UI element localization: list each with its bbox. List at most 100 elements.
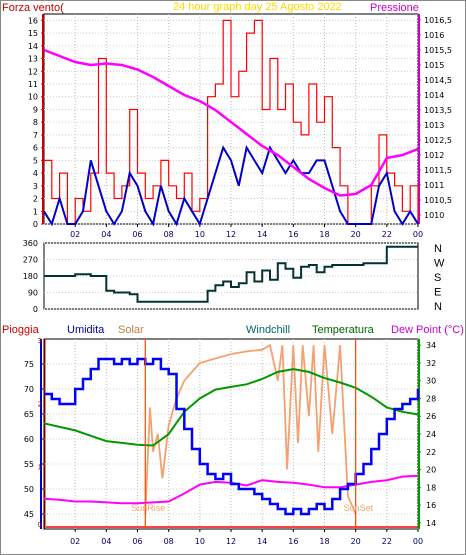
- temp-humidity-chart: Pioggia Umidita Solar Windchill Temperat…: [2, 324, 464, 546]
- top-x-tick-label: 06: [132, 230, 142, 239]
- top-right-label: Pressione: [370, 2, 419, 14]
- top-left-tick-label: 12: [28, 67, 38, 76]
- bot-right-tick-label: 16: [426, 501, 436, 510]
- top-left-tick-label: 0: [33, 220, 38, 229]
- bot-right-tick-label: 34: [426, 341, 436, 350]
- top-right-tick-label: 1012,5: [424, 136, 452, 145]
- top-x-tick-label: 12: [226, 230, 236, 239]
- top-x-tick-label: 04: [101, 230, 111, 239]
- top-right-tick-label: 1015,5: [424, 46, 452, 55]
- rain-tick-label: 3: [38, 337, 42, 345]
- dir-tick-label: 360: [23, 239, 38, 248]
- top-x-tick-label: 16: [288, 230, 298, 239]
- bot-right-tick-label: 32: [426, 359, 436, 368]
- bot-x-tick-label: 18: [319, 537, 329, 546]
- top-left-tick-label: 11: [28, 80, 38, 89]
- bot-x-tick-label: 14: [257, 537, 267, 546]
- bot-right-tick-label: 28: [426, 394, 436, 403]
- bot-right-tick-label: 20: [426, 466, 436, 475]
- top-right-tick-label: 1013,5: [424, 106, 452, 115]
- bot-left-tick-label: 65: [24, 410, 34, 419]
- pressure-line: [43, 48, 419, 197]
- dir-compass-label: W: [434, 258, 445, 270]
- label-temperatura: Temperatura: [312, 324, 375, 336]
- top-left-tick-label: 13: [28, 55, 38, 64]
- top-left-tick-label: 16: [28, 16, 38, 25]
- label-umidita: Umidita: [67, 324, 105, 336]
- top-left-tick-label: 7: [33, 131, 38, 140]
- top-x-axis: 02 04 06 08 10 12 14 16 18 20 22 00: [70, 224, 423, 239]
- top-series: [43, 19, 419, 227]
- bot-right-tick-label: 24: [426, 430, 436, 439]
- bot-right-tick-label: 18: [426, 483, 436, 492]
- bot-x-tick-label: 16: [288, 537, 298, 546]
- dir-tick-label: 90: [28, 289, 38, 298]
- bot-grid: [44, 339, 419, 529]
- dir-series: [44, 245, 418, 303]
- dir-tick-label: 0: [33, 305, 38, 314]
- bot-plot-area: [43, 338, 419, 530]
- top-x-tick-label: 00: [413, 230, 423, 239]
- top-right-tick-label: 1016: [424, 31, 444, 40]
- bot-x-tick-label: 06: [132, 537, 142, 546]
- sun-marker-label: SunRise: [131, 503, 165, 513]
- top-x-tick-label: 02: [70, 230, 80, 239]
- humidity-line: [44, 357, 420, 516]
- top-right-axis: 1010 1010,5 1011 1011,5 1012 1012,5 1013 1013,5…: [418, 14, 452, 224]
- top-right-tick-label: 1014: [424, 91, 444, 100]
- top-right-tick-label: 1016,5: [424, 16, 452, 25]
- dir-compass-label: S: [434, 272, 441, 284]
- dir-left-axis: 360 270 180 90 0: [23, 239, 38, 314]
- top-x-tick-label: 10: [195, 230, 205, 239]
- bot-left-tick-label: 70: [24, 385, 34, 394]
- bot-x-tick-label: 10: [195, 537, 205, 546]
- top-title: 24 hour graph day 25 Agosto 2022: [173, 1, 342, 13]
- top-left-tick-label: 6: [33, 144, 38, 153]
- solar-line: [144, 343, 357, 515]
- top-left-tick-label: 9: [33, 105, 38, 114]
- bot-left-tick-label: 55: [24, 460, 34, 469]
- label-windchill: Windchill: [246, 324, 290, 336]
- dir-compass-label: N: [434, 243, 442, 255]
- top-x-tick-label: 20: [351, 230, 361, 239]
- wind-direction-line: [44, 245, 418, 303]
- label-pioggia: Pioggia: [2, 324, 40, 336]
- top-left-tick-label: 5: [33, 156, 38, 165]
- bot-left-tick-label: 75: [24, 360, 34, 369]
- top-x-tick-label: 14: [257, 230, 267, 239]
- bot-x-tick-label: 22: [382, 537, 392, 546]
- bot-x-axis: 02 04 06 08 10 12 14 16 18 20 22 00: [70, 529, 423, 546]
- bot-annotations: SunRise SunSet: [131, 339, 374, 529]
- top-x-tick-label: 08: [164, 230, 174, 239]
- top-right-tick-label: 1012: [424, 151, 444, 160]
- wind-pressure-chart: Forza vento( 24 hour graph day 25 Agosto…: [2, 1, 452, 239]
- top-right-tick-label: 1014,5: [424, 76, 452, 85]
- bot-left-axis: 45 50 55 60 65 70 75 0 1 2 3: [24, 337, 46, 529]
- top-left-tick-label: 15: [28, 29, 38, 38]
- bot-x-tick-label: 00: [413, 537, 423, 546]
- top-left-tick-label: 14: [28, 42, 38, 51]
- bot-x-tick-label: 08: [164, 537, 174, 546]
- bot-x-tick-label: 02: [70, 537, 80, 546]
- top-right-tick-label: 1010: [424, 211, 444, 220]
- top-right-tick-label: 1015: [424, 61, 444, 70]
- top-left-tick-label: 8: [33, 118, 38, 127]
- bot-left-tick-label: 45: [24, 510, 34, 519]
- top-x-tick-label: 18: [319, 230, 329, 239]
- top-left-tick-label: 1: [33, 207, 38, 216]
- top-left-tick-label: 2: [33, 195, 38, 204]
- bot-right-tick-label: 30: [426, 377, 436, 386]
- dir-tick-label: 180: [23, 272, 38, 281]
- rain-tick-label: 1: [38, 464, 42, 472]
- top-right-tick-label: 1011: [424, 181, 444, 190]
- top-left-tick-label: 3: [33, 182, 38, 191]
- bot-right-tick-label: 22: [426, 448, 436, 457]
- bot-left-tick-label: 60: [24, 435, 34, 444]
- dir-tick-label: 270: [23, 256, 38, 265]
- top-left-tick-label: 10: [28, 93, 38, 102]
- dir-compass-label: N: [434, 301, 442, 313]
- bot-x-tick-label: 12: [226, 537, 236, 546]
